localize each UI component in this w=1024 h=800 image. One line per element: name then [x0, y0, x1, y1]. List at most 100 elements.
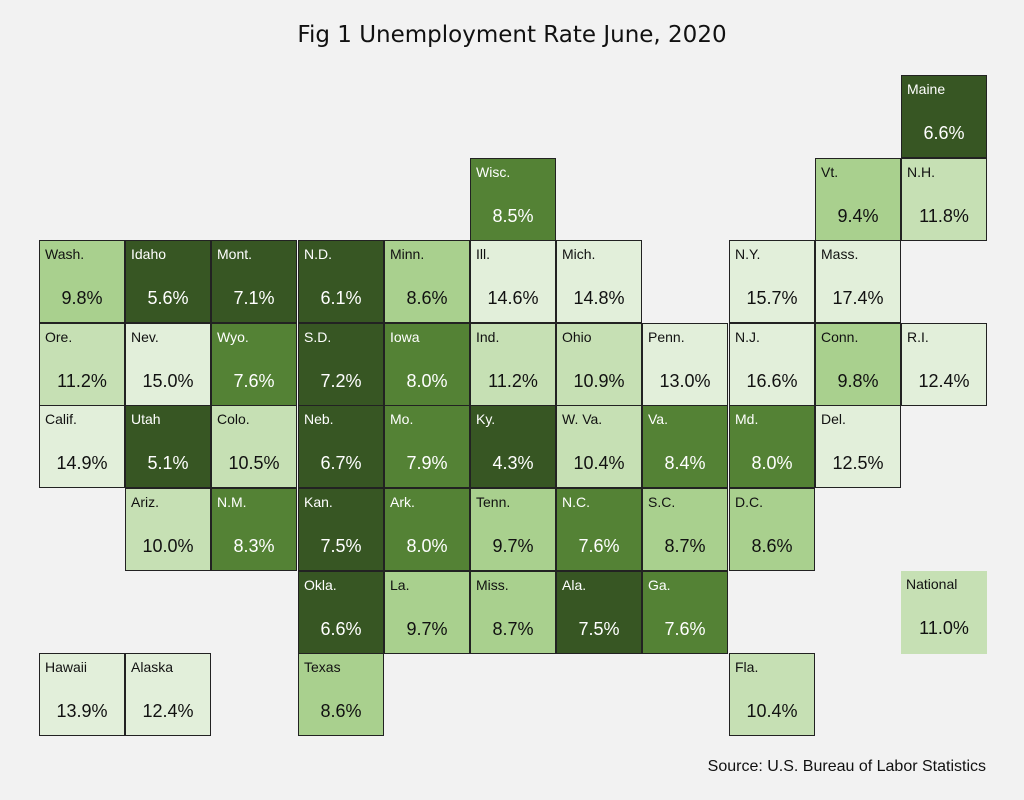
state-value: 6.7% [320, 453, 362, 473]
state-tile: Ga. 7.6% [642, 571, 728, 654]
state-tile: Fla. 10.4% [729, 653, 815, 736]
state-tile: Calif. 14.9% [39, 405, 125, 488]
state-label: National [906, 576, 958, 592]
state-label: La. [390, 577, 410, 593]
state-label: Conn. [821, 329, 859, 345]
state-value: 13.0% [659, 371, 711, 391]
state-label: Ariz. [131, 494, 159, 510]
state-label: Ind. [476, 329, 500, 345]
state-value: 7.1% [233, 288, 275, 308]
state-tile: Ark. 8.0% [384, 488, 470, 571]
state-label: Mont. [217, 246, 253, 262]
state-label: N.J. [735, 329, 760, 345]
state-tile: Okla. 6.6% [298, 571, 384, 654]
state-value: 6.6% [923, 123, 965, 143]
state-value: 10.9% [573, 371, 625, 391]
state-tile: La. 9.7% [384, 571, 470, 654]
state-tile: Ore. 11.2% [39, 323, 125, 406]
state-tile: Nev. 15.0% [125, 323, 211, 406]
state-value: 9.8% [61, 288, 103, 308]
chart-title: Fig 1 Unemployment Rate June, 2020 [297, 22, 727, 48]
state-tile: Ala. 7.5% [556, 571, 642, 654]
state-tile: Wash. 9.8% [39, 240, 125, 323]
state-tile: Miss. 8.7% [470, 571, 556, 654]
state-label: Colo. [217, 411, 250, 427]
state-value: 6.1% [320, 288, 362, 308]
tile-national: National 11.0% [901, 571, 987, 654]
state-value: 8.5% [492, 206, 534, 226]
state-tile: Colo. 10.5% [211, 405, 297, 488]
state-value: 14.6% [487, 288, 539, 308]
state-label: W. Va. [562, 411, 603, 427]
state-value: 8.0% [406, 371, 448, 391]
state-value: 15.0% [142, 371, 194, 391]
state-tile: S.D. 7.2% [298, 323, 384, 406]
state-tile: Ariz. 10.0% [125, 488, 211, 571]
state-label: Va. [648, 411, 668, 427]
state-tile: Maine 6.6% [901, 75, 987, 158]
state-value: 5.1% [147, 453, 189, 473]
state-value: 7.5% [320, 536, 362, 556]
state-label: R.I. [907, 329, 929, 345]
state-label: Fla. [735, 659, 759, 675]
state-label: S.D. [304, 329, 332, 345]
state-label: Wyo. [217, 329, 249, 345]
state-value: 11.2% [57, 371, 107, 391]
state-tile: Ind. 11.2% [470, 323, 556, 406]
state-label: Ky. [476, 411, 496, 427]
state-label: Nev. [131, 329, 159, 345]
state-tile: Va. 8.4% [642, 405, 728, 488]
state-tile: R.I. 12.4% [901, 323, 987, 406]
state-label: N.D. [304, 246, 332, 262]
state-tile: W. Va. 10.4% [556, 405, 642, 488]
state-tile: Penn. 13.0% [642, 323, 728, 406]
state-label: Okla. [304, 577, 337, 593]
state-tile: N.M. 8.3% [211, 488, 297, 571]
state-tile: S.C. 8.7% [642, 488, 728, 571]
state-label: Minn. [390, 246, 425, 262]
state-value: 13.9% [56, 701, 108, 721]
state-label: Miss. [476, 577, 509, 593]
state-tile: Ill. 14.6% [470, 240, 556, 323]
state-value: 9.7% [406, 619, 448, 639]
state-value: 8.6% [320, 701, 362, 721]
state-label: Del. [821, 411, 846, 427]
state-tile: Tenn. 9.7% [470, 488, 556, 571]
state-label: S.C. [648, 494, 676, 510]
state-label: Iowa [390, 329, 420, 345]
state-value: 14.9% [56, 453, 108, 473]
state-label: Penn. [648, 329, 685, 345]
state-value: 8.0% [751, 453, 793, 473]
state-tile: Hawaii 13.9% [39, 653, 125, 736]
state-label: Idaho [131, 246, 167, 262]
state-tile: Iowa 8.0% [384, 323, 470, 406]
state-tile: Mont. 7.1% [211, 240, 297, 323]
state-label: Ark. [390, 494, 415, 510]
state-label: Tenn. [476, 494, 511, 510]
state-tile: Conn. 9.8% [815, 323, 901, 406]
state-value: 8.0% [406, 536, 448, 556]
state-label: Mass. [821, 246, 859, 262]
state-value: 16.6% [746, 371, 798, 391]
state-value: 7.2% [320, 371, 362, 391]
state-value: 9.7% [492, 536, 534, 556]
state-value: 10.4% [746, 701, 798, 721]
state-label: Mich. [562, 246, 596, 262]
state-value: 8.4% [664, 453, 706, 473]
state-label: D.C. [735, 494, 763, 510]
state-label: Ga. [648, 577, 671, 593]
state-label: Wisc. [476, 164, 511, 180]
state-value: 8.7% [492, 619, 534, 639]
state-value: 14.8% [573, 288, 625, 308]
state-value: 7.9% [406, 453, 448, 473]
state-tile: Texas 8.6% [298, 653, 384, 736]
state-label: Wash. [45, 246, 85, 262]
state-label: Kan. [304, 494, 333, 510]
state-tile: Mich. 14.8% [556, 240, 642, 323]
state-tile: Utah 5.1% [125, 405, 211, 488]
state-tile: Md. 8.0% [729, 405, 815, 488]
state-value: 4.3% [492, 453, 534, 473]
state-label: Hawaii [45, 659, 88, 675]
state-tile: Minn. 8.6% [384, 240, 470, 323]
state-tile: N.D. 6.1% [298, 240, 384, 323]
